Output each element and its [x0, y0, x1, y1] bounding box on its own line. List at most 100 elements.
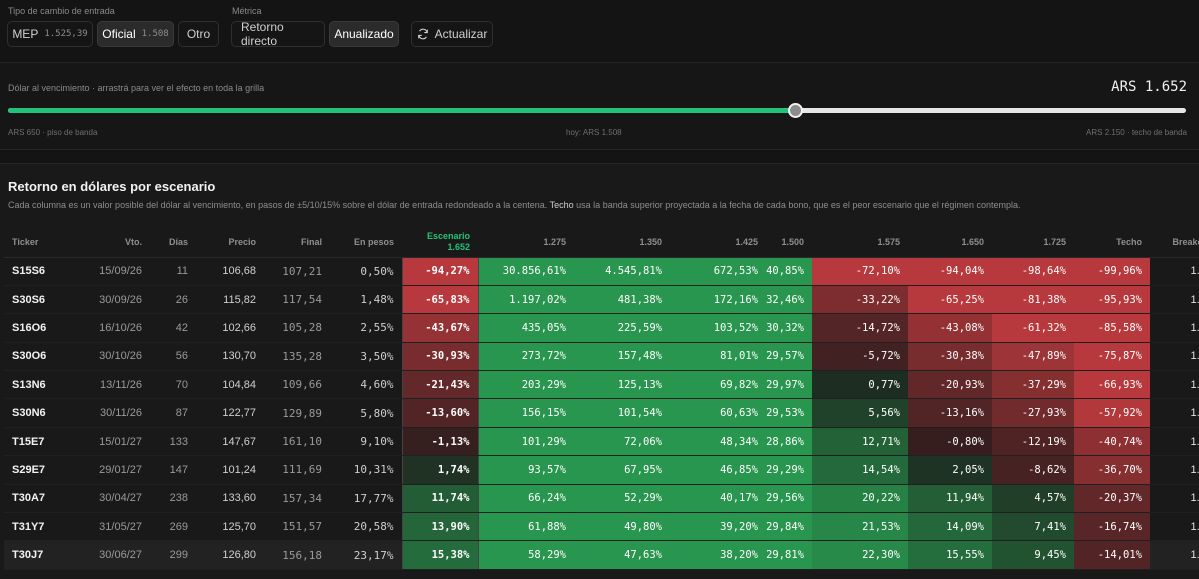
cell-scenario-5: 21,53% — [812, 512, 908, 542]
header-scenario-7[interactable]: 1.725 — [992, 228, 1074, 258]
oficial-button[interactable]: Oficial 1.508 — [97, 21, 174, 47]
cell-techo: -66,93% — [1074, 370, 1150, 400]
table-header-row: Ticker Vto. Días Precio Final En pesos E… — [4, 228, 1199, 258]
cell-ticker: S29E7 — [4, 455, 74, 485]
cell-precio: 106,68 — [196, 257, 264, 286]
header-techo[interactable]: Techo — [1074, 228, 1150, 258]
cell-ticker: T31Y7 — [4, 512, 74, 542]
slider-mid-label: hoy: ARS 1.508 — [566, 128, 622, 137]
cell-scenario-6: -30,38% — [908, 342, 992, 372]
cell-pesos: 17,77% — [330, 484, 402, 514]
header-precio[interactable]: Precio — [196, 228, 264, 258]
table-row[interactable]: S13N6 13/11/26 70 104,84 109,66 4,60% -21,43% 2… — [4, 370, 1199, 400]
retorno-directo-label: Retorno directo — [241, 20, 284, 48]
cell-dias: 42 — [150, 313, 196, 343]
cell-precio: 104,84 — [196, 370, 264, 400]
header-escenario[interactable]: Escenario 1.652 — [402, 228, 478, 258]
header-en-pesos[interactable]: En pesos — [330, 228, 402, 258]
cell-vto: 30/10/26 — [74, 342, 150, 372]
mep-label: MEP — [12, 27, 39, 41]
anualizado-button[interactable]: Anualizado — [329, 21, 399, 47]
header-scenario-5[interactable]: 1.575 — [812, 228, 908, 258]
cell-ticker: S30N6 — [4, 398, 74, 428]
cell-scenario-1: 1.197,02% — [478, 285, 574, 315]
cell-scenario-3: 38,20% — [670, 540, 766, 570]
cell-dias: 299 — [150, 540, 196, 570]
scenario-table: Ticker Vto. Días Precio Final En pesos E… — [4, 228, 1199, 570]
cell-scenario-7: -61,32% — [992, 313, 1074, 343]
table-row[interactable]: S15S6 15/09/26 11 106,68 107,21 0,50% -94,27% 3… — [4, 257, 1199, 286]
header-escenario-title: Escenario — [426, 231, 470, 242]
cell-breakeven: 1.818 — [1150, 512, 1199, 542]
header-dias[interactable]: Días — [150, 228, 196, 258]
table-row[interactable]: T30J7 30/06/27 299 126,80 156,18 23,17% 15,38%… — [4, 540, 1199, 570]
cell-scenario-1: 273,72% — [478, 342, 574, 372]
otro-button[interactable]: Otro — [178, 21, 219, 47]
header-final[interactable]: Final — [264, 228, 330, 258]
cell-ticker: T15E7 — [4, 427, 74, 457]
table-row[interactable]: S29E7 29/01/27 147 101,24 111,69 10,31% 1,74% 9… — [4, 455, 1199, 485]
table-row[interactable]: T15E7 15/01/27 133 147,67 161,10 9,10% -1,13% 1… — [4, 427, 1199, 457]
cell-scenario-6: -13,16% — [908, 398, 992, 428]
table-row[interactable]: S30N6 30/11/26 87 122,77 129,89 5,80% -13,60% 1… — [4, 398, 1199, 428]
cell-final: 129,89 — [264, 398, 330, 428]
cell-scenario-4: 32,46% — [766, 285, 812, 315]
cell-scenario-2: 157,48% — [574, 342, 670, 372]
header-scenario-2[interactable]: 1.350 — [574, 228, 670, 258]
cell-dias: 133 — [150, 427, 196, 457]
cell-scenario-6: -65,25% — [908, 285, 992, 315]
mep-button[interactable]: MEP 1.525,39 — [7, 21, 93, 47]
cell-precio: 125,70 — [196, 512, 264, 542]
cell-breakeven: 1.857 — [1150, 540, 1199, 570]
cell-scenario-3: 39,20% — [670, 512, 766, 542]
cell-scenario-2: 4.545,81% — [574, 257, 670, 286]
cell-scenario-1: 101,29% — [478, 427, 574, 457]
table-row[interactable]: S30O6 30/10/26 56 130,70 135,28 3,50% -30,93% 2… — [4, 342, 1199, 372]
desc-bold: Techo — [549, 200, 574, 210]
retorno-directo-button[interactable]: Retorno directo — [231, 20, 325, 48]
cell-pesos: 3,50% — [330, 342, 402, 372]
otro-label: Otro — [186, 27, 211, 41]
cell-scenario-value: -1,13% — [401, 427, 479, 457]
slider-thumb[interactable] — [788, 103, 803, 118]
cell-final: 111,69 — [264, 455, 330, 485]
cell-scenario-6: 14,09% — [908, 512, 992, 542]
cell-vto: 15/01/27 — [74, 427, 150, 457]
cell-ticker: T30A7 — [4, 484, 74, 514]
refresh-icon — [417, 28, 429, 40]
cell-final: 135,28 — [264, 342, 330, 372]
table-row[interactable]: S16O6 16/10/26 42 102,66 105,28 2,55% -43,67% 4… — [4, 313, 1199, 343]
cell-breakeven: 1.546 — [1150, 313, 1199, 343]
cell-vto: 16/10/26 — [74, 313, 150, 343]
cell-pesos: 9,10% — [330, 427, 402, 457]
header-scenario-1[interactable]: 1.275 — [478, 228, 574, 258]
table-row[interactable]: T30A7 30/04/27 238 133,60 157,34 17,77% 11,74%… — [4, 484, 1199, 514]
cell-scenario-7: 7,41% — [992, 512, 1074, 542]
cell-dias: 147 — [150, 455, 196, 485]
cell-techo: -40,74% — [1074, 427, 1150, 457]
cell-vto: 15/09/26 — [74, 257, 150, 286]
cell-scenario-5: -14,72% — [812, 313, 908, 343]
cell-breakeven: 1.645 — [1150, 427, 1199, 457]
actualizar-button[interactable]: Actualizar — [411, 21, 493, 47]
slider-label: Dólar al vencimiento · arrastrá para ver… — [8, 83, 265, 93]
slider-track[interactable] — [8, 108, 1186, 113]
cell-scenario-5: -5,72% — [812, 342, 908, 372]
table-row[interactable]: S30S6 30/09/26 26 115,82 117,54 1,48% -65,83% 1… — [4, 285, 1199, 315]
table-row[interactable]: T31Y7 31/05/27 269 125,70 151,57 20,58% 13,90%… — [4, 512, 1199, 542]
cell-scenario-7: -98,64% — [992, 257, 1074, 286]
cell-scenario-7: -8,62% — [992, 455, 1074, 485]
cell-ticker: S16O6 — [4, 313, 74, 343]
header-scenario-4[interactable]: 1.500 — [766, 228, 812, 258]
cell-dias: 269 — [150, 512, 196, 542]
header-scenario-3[interactable]: 1.425 — [670, 228, 766, 258]
cell-scenario-1: 435,05% — [478, 313, 574, 343]
header-scenario-6[interactable]: 1.650 — [908, 228, 992, 258]
cell-scenario-value: 15,38% — [401, 540, 479, 570]
cell-techo: -95,93% — [1074, 285, 1150, 315]
cell-ticker: S15S6 — [4, 257, 74, 286]
header-ticker[interactable]: Ticker — [4, 228, 74, 258]
header-vto[interactable]: Vto. — [74, 228, 150, 258]
header-breakeven[interactable]: Breakeven — [1150, 228, 1199, 258]
cell-pesos: 5,80% — [330, 398, 402, 428]
